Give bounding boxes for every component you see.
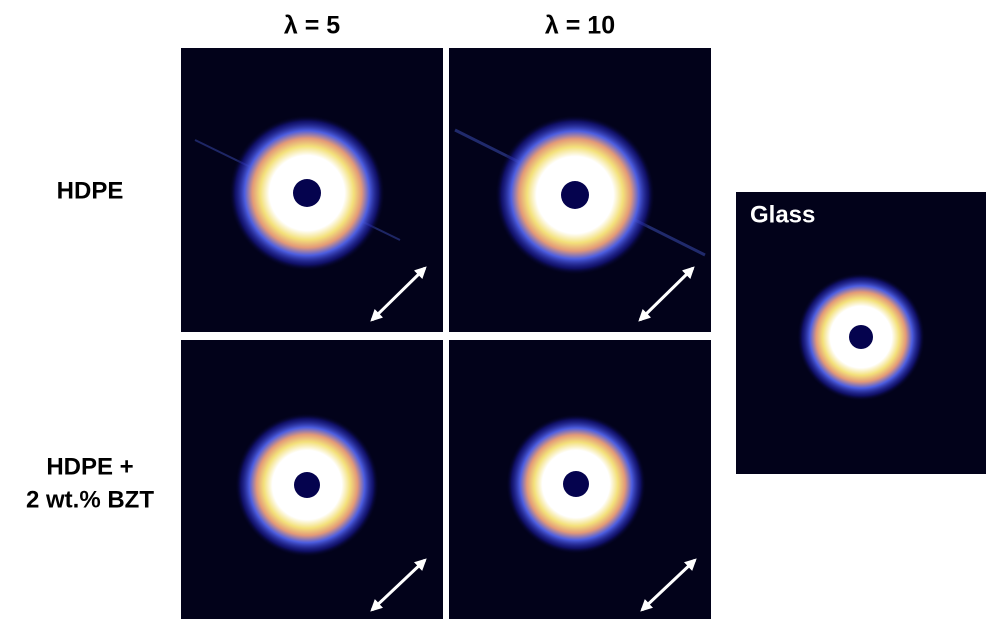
beam-stop (563, 471, 589, 497)
beam-stop (293, 179, 321, 207)
beam-stop (294, 472, 320, 498)
column-header: λ = 5 (284, 12, 340, 40)
row-label: 2 wt.% BZT (26, 486, 154, 513)
panel-label: Glass (750, 201, 815, 228)
beam-stop (849, 325, 873, 349)
reference-panel: Glass (736, 192, 986, 474)
beam-stop (561, 181, 589, 209)
row-label: HDPE (57, 177, 124, 204)
pattern-panel (181, 340, 443, 619)
column-header: λ = 10 (545, 12, 615, 40)
row-label: HDPE + (46, 453, 133, 480)
pattern-panel (181, 48, 443, 332)
pattern-panel (449, 340, 711, 619)
pattern-panel (449, 48, 711, 332)
figure: λ = 5 λ = 10 HDPE HDPE + 2 wt.% BZT Gla (0, 0, 987, 619)
